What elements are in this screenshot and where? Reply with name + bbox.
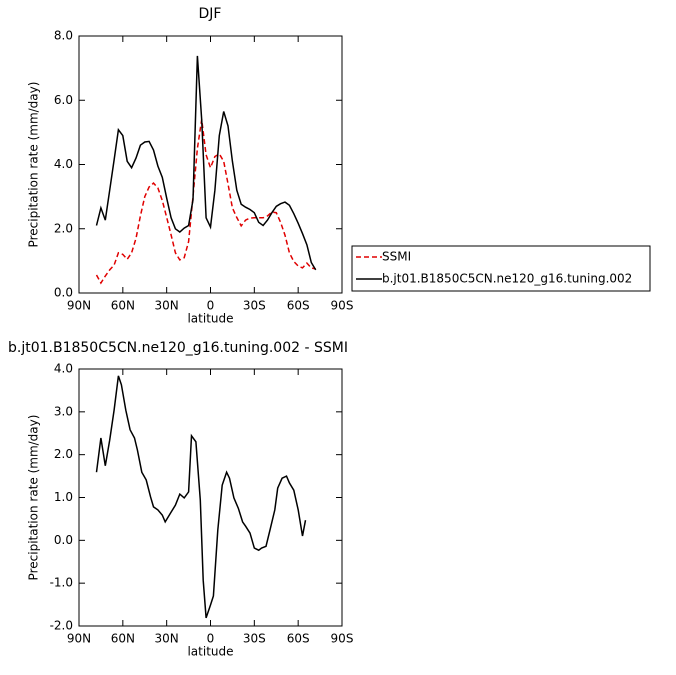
y-tick-label: 2.0 <box>54 447 73 461</box>
x-tick-label: 90N <box>67 299 91 313</box>
x-tick-label: 30N <box>155 632 179 646</box>
x-tick-label: 30S <box>243 299 266 313</box>
data-line <box>95 55 317 271</box>
x-axis-label: latitude <box>187 312 233 326</box>
x-tick-label: 30S <box>243 632 266 646</box>
legend-box <box>351 245 651 292</box>
x-tick-label: 60S <box>287 632 310 646</box>
x-tick-label: 0 <box>207 299 215 313</box>
chart-title: b.jt01.B1850C5CN.ne120_g16.tuning.002 - … <box>8 340 348 356</box>
x-tick-label: 60N <box>111 632 135 646</box>
legend-label: b.jt01.B1850C5CN.ne120_g16.tuning.002 <box>382 272 632 286</box>
data-line <box>95 375 307 619</box>
y-axis-label: Precipitation rate (mm/day) <box>27 415 41 581</box>
y-tick-label: -1.0 <box>50 576 73 590</box>
y-axis-label: Precipitation rate (mm/day) <box>27 82 41 248</box>
data-line <box>95 119 316 285</box>
plot-frame <box>78 368 343 627</box>
y-tick-label: 4.0 <box>54 157 73 171</box>
x-tick-label: 90S <box>331 632 354 646</box>
y-tick-label: 3.0 <box>54 404 73 418</box>
x-tick-label: 90N <box>67 632 91 646</box>
y-tick-label: 1.0 <box>54 490 73 504</box>
x-tick-label: 90S <box>331 299 354 313</box>
x-tick-label: 60N <box>111 299 135 313</box>
y-tick-label: 2.0 <box>54 221 73 235</box>
y-tick-label: 0.0 <box>54 286 73 300</box>
y-tick-label: 6.0 <box>54 93 73 107</box>
y-tick-label: 4.0 <box>54 362 73 376</box>
x-tick-label: 0 <box>207 632 215 646</box>
chart-title: DJF <box>199 6 222 22</box>
x-tick-label: 30N <box>155 299 179 313</box>
x-axis-label: latitude <box>187 645 233 659</box>
y-tick-label: 0.0 <box>54 533 73 547</box>
y-tick-label: 8.0 <box>54 29 73 43</box>
x-tick-label: 60S <box>287 299 310 313</box>
legend-label: SSMI <box>382 250 411 264</box>
y-tick-label: -2.0 <box>50 619 73 633</box>
